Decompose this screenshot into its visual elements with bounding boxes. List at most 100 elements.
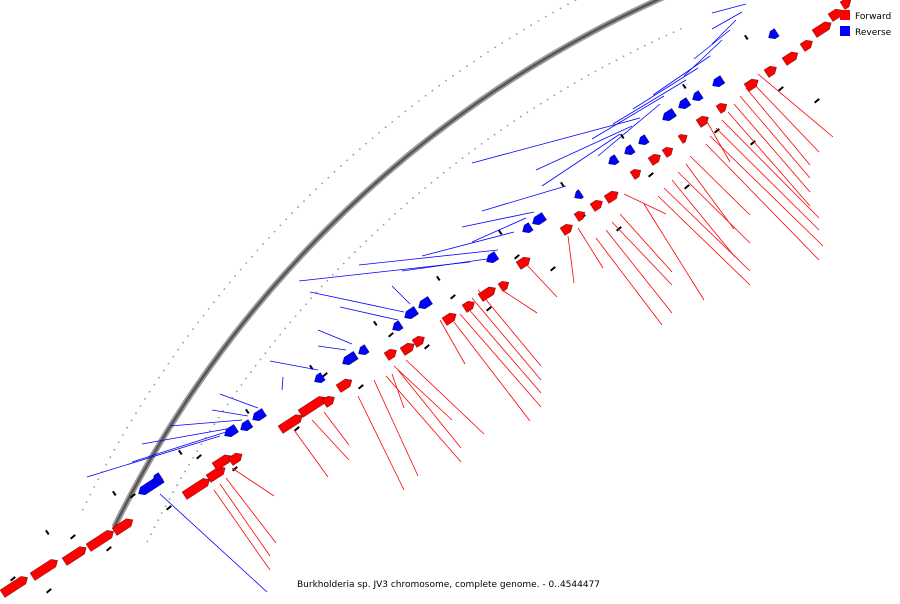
- reverse-leader-line: [141, 427, 233, 445]
- minor-tick-dot: [144, 398, 146, 400]
- forward-gene-arrow: [573, 211, 586, 222]
- reverse-gene-arrow: [314, 372, 326, 383]
- minor-tick-dot: [404, 110, 407, 113]
- minor-tick-dot: [113, 448, 116, 451]
- kbp-tick-mark: [620, 133, 625, 140]
- forward-leader-line: [705, 119, 731, 163]
- minor-tick-dot: [358, 148, 361, 151]
- minor-tick-dot: [337, 268, 339, 271]
- minor-tick-dot: [487, 51, 489, 53]
- black-dash-marker: [450, 294, 456, 300]
- minor-tick-dot: [250, 255, 253, 258]
- forward-leader-line: [397, 369, 462, 449]
- minor-tick-dot: [394, 213, 397, 215]
- forward-leader-line: [393, 365, 453, 421]
- minor-tick-dot: [303, 200, 305, 203]
- forward-leader-line: [385, 375, 462, 463]
- forward-leader-line: [405, 359, 485, 435]
- reverse-gene-arrow: [404, 306, 419, 319]
- minor-tick-dot: [184, 470, 186, 473]
- black-dash-marker: [231, 466, 238, 472]
- reverse-leader-line: [683, 39, 723, 77]
- minor-tick-dot: [365, 240, 368, 242]
- minor-tick-dot: [665, 34, 668, 37]
- reverse-leader-line: [339, 306, 399, 321]
- forward-leader-line: [323, 411, 350, 446]
- reverse-leader-line: [219, 393, 259, 409]
- minor-tick-dot: [348, 256, 351, 259]
- minor-tick-dot: [150, 533, 152, 536]
- forward-gene-arrow: [399, 342, 415, 356]
- forward-leader-line: [213, 489, 271, 571]
- minor-tick-dot: [239, 268, 242, 271]
- minor-tick-dot: [89, 493, 92, 496]
- minor-tick-dot: [192, 456, 195, 459]
- minor-tick-dot: [552, 11, 555, 14]
- forward-leader-line: [465, 305, 542, 394]
- forward-leader-line: [663, 187, 751, 272]
- minor-tick-dot: [494, 46, 496, 49]
- forward-gene-arrow: [227, 452, 243, 466]
- reverse-gene-arrow: [692, 90, 704, 101]
- forward-gene-arrow: [29, 559, 58, 581]
- forward-leader-line: [739, 95, 811, 179]
- minor-tick-dot: [436, 176, 439, 179]
- minor-tick-dot: [197, 321, 200, 324]
- forward-gene-arrow: [589, 200, 603, 212]
- minor-tick-dot: [284, 327, 287, 330]
- reverse-gene-arrow: [624, 144, 636, 155]
- minor-tick-dot: [267, 236, 270, 239]
- forward-leader-line: [219, 483, 271, 557]
- minor-tick-dot: [207, 308, 210, 310]
- reverse-leader-line: [281, 376, 284, 391]
- minor-tick-dot: [346, 159, 348, 162]
- forward-leader-line: [745, 87, 811, 166]
- minor-tick-dot: [289, 321, 292, 324]
- minor-tick-dot: [157, 519, 160, 521]
- black-dash-marker: [130, 493, 136, 499]
- reverse-leader-line: [711, 19, 737, 45]
- legend-forward-swatch: [840, 10, 850, 20]
- forward-leader-line: [525, 263, 558, 298]
- tick-group: [9, 0, 820, 594]
- forward-gene-arrow: [321, 396, 335, 408]
- minor-tick-dot: [188, 463, 191, 466]
- forward-leader-line: [471, 297, 542, 381]
- minor-tick-dot: [378, 131, 380, 134]
- minor-tick-dot: [523, 28, 525, 31]
- reverse-gene-arrow: [224, 424, 239, 437]
- forward-leader-line: [727, 111, 811, 207]
- minor-tick-dot: [467, 152, 470, 155]
- minor-tick-dot: [567, 3, 569, 6]
- minor-tick-dot: [228, 281, 231, 284]
- minor-tick-dot: [213, 423, 216, 426]
- minor-tick-dot: [148, 390, 151, 393]
- minor-tick-dot: [376, 229, 379, 232]
- minor-tick-dot: [209, 430, 212, 432]
- minor-tick-dot: [294, 315, 297, 318]
- forward-leader-line: [453, 321, 531, 422]
- minor-tick-dot: [417, 100, 420, 102]
- kbp-tick-mark: [436, 275, 441, 282]
- minor-tick-dot: [212, 301, 215, 304]
- minor-tick-dot: [461, 157, 464, 160]
- minor-tick-dot: [130, 419, 133, 422]
- forward-gene-arrow: [181, 478, 210, 500]
- minor-tick-dot: [162, 369, 165, 372]
- reverse-gene-arrow: [608, 154, 620, 165]
- reverse-leader-line: [612, 79, 687, 125]
- black-dash-marker: [165, 505, 172, 511]
- minor-tick-dot: [371, 137, 374, 140]
- reverse-leader-line: [421, 231, 515, 257]
- minor-tick-dot: [473, 60, 475, 63]
- reverse-leader-line: [693, 29, 731, 60]
- minor-tick-dot: [500, 129, 502, 132]
- reverse-leader-line: [591, 95, 665, 140]
- minor-tick-dot: [537, 20, 540, 22]
- minor-tick-dot: [487, 138, 489, 141]
- forward-gene-arrow: [515, 256, 531, 270]
- minor-tick-dot: [658, 37, 660, 40]
- minor-tick-dot: [297, 206, 299, 209]
- minor-tick-dot: [285, 218, 288, 221]
- minor-tick-dot: [168, 498, 171, 500]
